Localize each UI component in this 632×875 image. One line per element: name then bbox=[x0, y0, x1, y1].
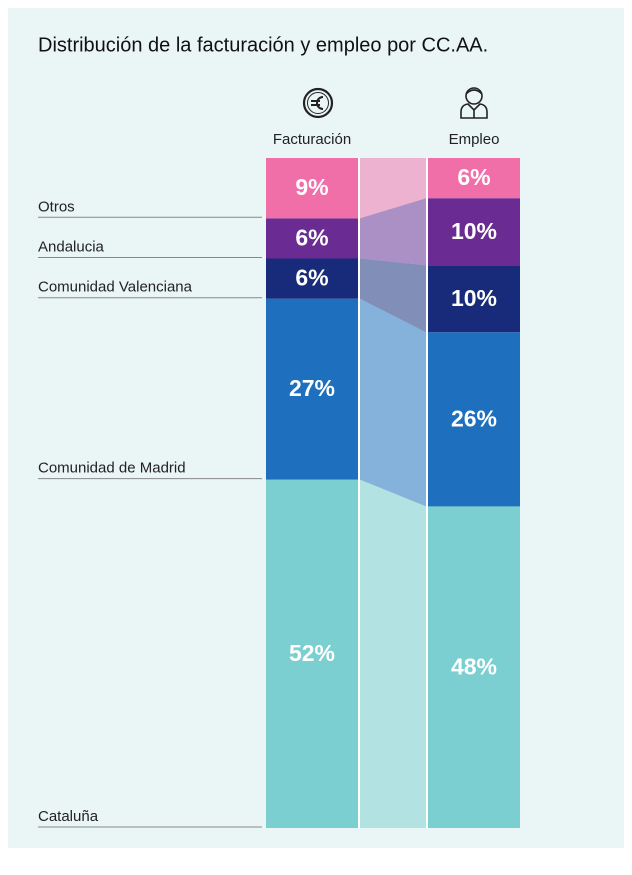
column-label: Empleo bbox=[449, 131, 500, 148]
bar-segment bbox=[428, 198, 520, 266]
bar-segment bbox=[428, 158, 520, 199]
series-label: Cataluña bbox=[38, 808, 99, 825]
value-label: 27% bbox=[289, 375, 335, 401]
person-icon bbox=[460, 87, 488, 119]
bar-segment bbox=[266, 258, 358, 299]
value-label: 9% bbox=[295, 174, 328, 200]
value-label: 48% bbox=[451, 653, 497, 679]
bar-segment bbox=[266, 298, 358, 480]
value-label: 26% bbox=[451, 405, 497, 431]
flow-band bbox=[360, 198, 426, 266]
chart-title: Distribución de la facturación y empleo … bbox=[38, 34, 488, 56]
flow-band bbox=[360, 479, 426, 828]
bar-segment bbox=[266, 479, 358, 828]
series-label: Otros bbox=[38, 198, 75, 215]
bar-segment bbox=[428, 506, 520, 828]
value-label: 6% bbox=[295, 265, 328, 291]
bar-segment bbox=[266, 218, 358, 259]
bar-segment bbox=[428, 265, 520, 333]
flow-band bbox=[360, 298, 426, 507]
series-label: Andalucia bbox=[38, 238, 105, 255]
bar-segment bbox=[266, 158, 358, 219]
value-label: 6% bbox=[457, 164, 490, 190]
column-label: Facturación bbox=[273, 131, 351, 148]
series-label: Comunidad de Madrid bbox=[38, 460, 186, 477]
value-label: 10% bbox=[451, 218, 497, 244]
value-label: 6% bbox=[295, 224, 328, 250]
flow-band bbox=[360, 158, 426, 219]
value-label: 10% bbox=[451, 285, 497, 311]
bar-segment bbox=[428, 332, 520, 507]
value-label: 52% bbox=[289, 640, 335, 666]
flow-band bbox=[360, 258, 426, 333]
series-label: Comunidad Valenciana bbox=[38, 279, 193, 296]
euro-icon bbox=[302, 87, 334, 119]
